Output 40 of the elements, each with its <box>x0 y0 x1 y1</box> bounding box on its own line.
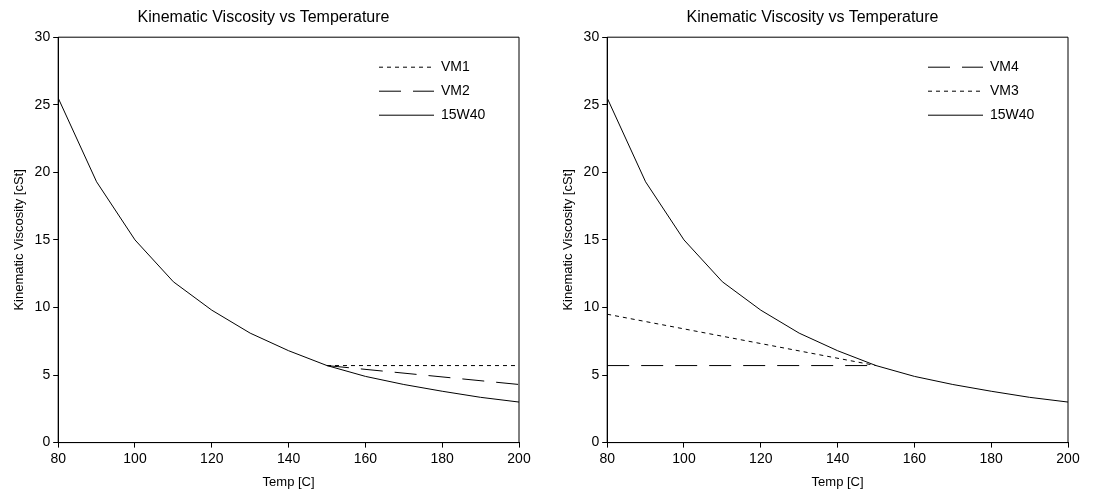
legend-label: VM2 <box>441 82 470 99</box>
x-tick-label: 120 <box>749 449 773 466</box>
y-tick-label: 25 <box>34 95 51 112</box>
x-axis-title: Temp [C] <box>262 473 315 489</box>
x-tick-label: 80 <box>50 449 67 466</box>
x-tick-label: 200 <box>507 449 531 466</box>
legend-label: 15W40 <box>441 106 486 123</box>
x-tick-label: 160 <box>353 449 378 466</box>
x-tick-label: 140 <box>276 449 301 466</box>
y-axis-title: Kinematic Viscosity [cSt] <box>560 169 576 311</box>
chart-title: Kinematic Viscosity vs Temperature <box>137 8 390 26</box>
legend-label: 15W40 <box>990 106 1035 123</box>
chart-title: Kinematic Viscosity vs Temperature <box>686 8 939 26</box>
legend-label: VM3 <box>990 82 1019 99</box>
x-tick-label: 180 <box>979 449 1004 466</box>
x-axis-title: Temp [C] <box>811 473 864 489</box>
x-tick-label: 160 <box>902 449 927 466</box>
x-tick-label: 100 <box>123 449 147 466</box>
legend-label: VM4 <box>990 58 1019 75</box>
y-tick-label: 15 <box>583 230 600 247</box>
x-tick-label: 140 <box>825 449 850 466</box>
x-tick-label: 80 <box>599 449 616 466</box>
y-tick-label: 25 <box>583 95 600 112</box>
y-tick-label: 30 <box>583 28 600 45</box>
x-tick-label: 200 <box>1056 449 1080 466</box>
y-tick-label: 15 <box>34 230 51 247</box>
y-tick-label: 20 <box>34 163 51 180</box>
x-tick-label: 180 <box>430 449 455 466</box>
y-tick-label: 30 <box>34 28 51 45</box>
y-tick-label: 0 <box>42 433 51 450</box>
x-tick-label: 120 <box>200 449 224 466</box>
y-tick-label: 10 <box>34 298 51 315</box>
y-tick-label: 10 <box>583 298 600 315</box>
y-tick-label: 5 <box>42 365 51 382</box>
x-tick-label: 100 <box>672 449 696 466</box>
y-tick-label: 0 <box>591 433 600 450</box>
y-tick-label: 5 <box>591 365 600 382</box>
y-axis-title: Kinematic Viscosity [cSt] <box>11 169 27 311</box>
y-tick-label: 20 <box>583 163 600 180</box>
legend-label: VM1 <box>441 58 470 75</box>
